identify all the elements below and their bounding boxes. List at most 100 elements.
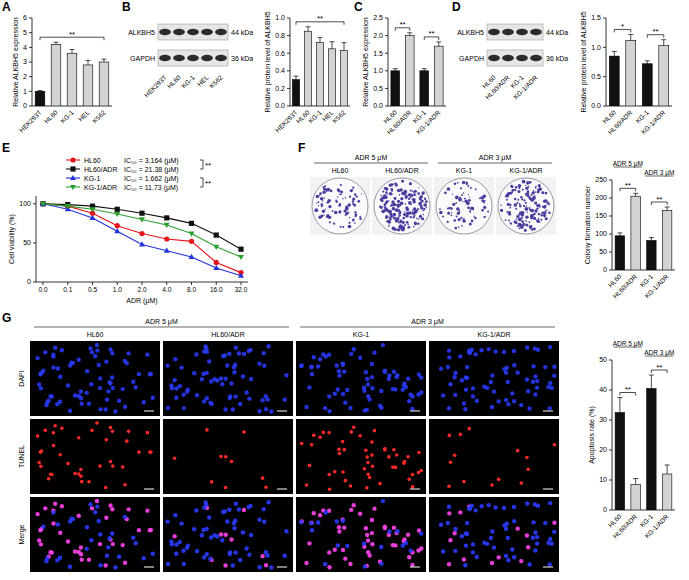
colony — [484, 200, 486, 202]
colony — [538, 213, 541, 216]
colony — [515, 208, 517, 210]
merge-spot — [110, 507, 114, 511]
merge-spot — [447, 562, 451, 566]
nucleus — [68, 409, 72, 413]
nucleus — [496, 399, 500, 403]
colony — [522, 189, 524, 191]
blot-band — [201, 29, 213, 35]
scale-bar — [543, 489, 553, 490]
merge-spot — [327, 550, 331, 554]
merge-spot — [223, 563, 227, 567]
error-bar — [436, 42, 441, 46]
merge-spot — [95, 499, 99, 503]
x-tick-label: K562 — [91, 108, 107, 124]
colony — [391, 204, 394, 207]
x-tick-label: HL60/ADR — [386, 109, 413, 136]
colony — [408, 211, 412, 215]
axis-title: Cell viability (%) — [8, 214, 16, 264]
micrograph — [163, 419, 293, 494]
x-tick-label: 8.0 — [187, 286, 196, 293]
legend-label: KG-1 — [84, 175, 100, 182]
nucleus — [232, 370, 236, 374]
merge-spot — [179, 521, 183, 525]
colony — [507, 193, 509, 195]
nucleus — [419, 375, 423, 379]
nucleus — [103, 407, 107, 411]
y-tick — [609, 420, 612, 421]
nucleus — [215, 378, 219, 382]
tunel-spot — [366, 472, 370, 476]
nucleus — [194, 352, 198, 356]
panel-letter: A — [2, 0, 11, 14]
merge-spot — [318, 513, 322, 517]
significance: ** — [205, 161, 211, 170]
tunel-spot — [394, 466, 398, 470]
colony — [531, 194, 533, 196]
colony — [385, 215, 388, 218]
bar — [434, 46, 443, 106]
merge-spot — [531, 520, 535, 524]
colony — [467, 206, 470, 209]
merge-spot — [471, 550, 475, 554]
colony — [538, 187, 542, 191]
line-chart: 0501000.00.10.51.02.04.08.016.032.0ADR (… — [8, 157, 248, 306]
column-group-header: ADR 5 μM — [145, 318, 178, 326]
colony — [425, 200, 428, 203]
colony — [318, 205, 319, 206]
merge-spot — [447, 511, 451, 515]
colony — [388, 224, 389, 225]
colony — [468, 194, 469, 195]
tunel-spot — [66, 462, 70, 466]
legend-label: HL60 — [84, 157, 101, 164]
significance: ** — [317, 14, 323, 23]
panel-letter: E — [2, 141, 10, 155]
colony — [421, 217, 424, 220]
colony — [468, 199, 471, 202]
merge-spot — [533, 530, 537, 534]
colony — [516, 219, 518, 221]
merge-spot — [473, 508, 477, 512]
nucleus — [181, 393, 185, 397]
significance-bracket — [200, 178, 203, 187]
western-blot: ALKBH544 kDaGAPDH36 kDaHEK293THL60KG-1HE… — [128, 24, 253, 99]
nucleus — [265, 397, 269, 401]
y-tick-label: 1 — [23, 88, 27, 95]
colony — [424, 204, 426, 206]
merge-spot — [324, 510, 328, 514]
y-tick — [609, 390, 612, 391]
y-tick-label: 0.4 — [275, 67, 285, 74]
merge-spot — [264, 563, 268, 567]
merge-spot — [208, 556, 212, 560]
merge-spot — [85, 525, 89, 529]
micrograph — [429, 341, 559, 416]
y-tick-label: 0.5 — [373, 85, 383, 92]
nucleus — [126, 351, 130, 355]
x-tick — [191, 282, 192, 285]
nucleus — [242, 352, 246, 356]
colony — [524, 207, 528, 211]
blot-band — [159, 29, 171, 35]
nucleus — [145, 352, 149, 356]
nucleus — [473, 352, 477, 356]
colony — [392, 207, 396, 211]
tunel-spot — [395, 453, 399, 457]
colony — [321, 214, 324, 217]
colony — [514, 198, 516, 200]
merge-spot — [493, 505, 497, 509]
colony — [518, 218, 522, 222]
merge-spot — [257, 565, 261, 569]
merge-spot — [506, 536, 510, 540]
colony — [525, 220, 527, 222]
tunel-spot — [39, 465, 43, 469]
bar-chart: 0123456Relative ALKBH5 expressionHEK293T… — [12, 14, 112, 133]
tunel-spot — [321, 431, 325, 435]
colony — [541, 214, 544, 217]
nucleus — [531, 379, 535, 383]
colony — [519, 223, 523, 227]
tunel-spot — [230, 460, 234, 464]
scale-bar — [144, 489, 154, 490]
colony — [421, 191, 425, 195]
merge-spot — [550, 542, 554, 546]
colony — [407, 224, 409, 226]
colony — [322, 210, 325, 213]
